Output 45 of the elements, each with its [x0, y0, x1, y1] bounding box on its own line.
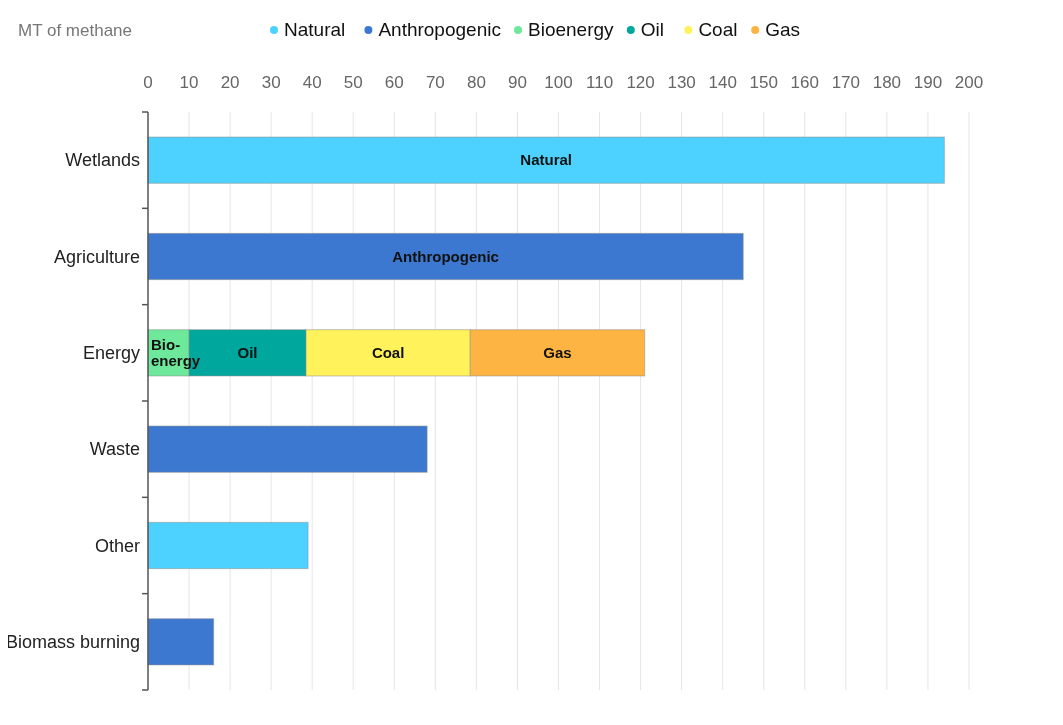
x-tick-label: 170	[831, 73, 861, 92]
bar	[147, 618, 215, 666]
x-tick-label: 130	[667, 73, 696, 92]
legend-label: Anthropogenic	[378, 19, 501, 40]
annotation: Natural	[520, 151, 573, 169]
x-tick-label: 160	[790, 73, 819, 92]
x-tick-label: 0	[143, 73, 153, 92]
x-tick-label: 90	[507, 73, 527, 92]
y-tick-label: Energy	[82, 342, 140, 363]
x-tick-label: 100	[544, 73, 573, 92]
y-tick-label: Waste	[89, 439, 140, 460]
x-tick-label: 200	[954, 73, 984, 92]
x-tick-label: 190	[913, 73, 943, 92]
y-tick-label: Other	[94, 535, 140, 556]
bar	[147, 136, 945, 184]
x-tick-label: 80	[466, 73, 486, 92]
x-tick-label: 50	[343, 73, 363, 92]
legend-label: Bioenergy	[528, 19, 615, 40]
bar	[147, 521, 309, 570]
x-tick-label: 60	[384, 73, 404, 92]
y-tick-label: Wetlands	[65, 150, 140, 171]
x-tick-label: 110	[586, 73, 614, 92]
y-tick-label: Agriculture	[53, 246, 140, 267]
legend-label: Coal	[698, 19, 738, 40]
legend-label: Natural	[284, 19, 346, 40]
annotation: Oil	[237, 343, 258, 361]
x-tick-label: 150	[749, 73, 778, 92]
bar	[147, 232, 744, 281]
x-axis-title: MT of methane	[18, 21, 133, 40]
bar	[147, 425, 428, 473]
x-tick-label: 180	[872, 73, 902, 92]
x-tick-label: 10	[179, 73, 199, 92]
annotation: Coal	[371, 343, 405, 361]
legend-label: Oil	[640, 19, 665, 40]
x-tick-label: 120	[626, 73, 655, 92]
x-tick-label: 140	[708, 73, 737, 92]
x-tick-label: 40	[302, 73, 322, 92]
y-tick-label: Biomass burning	[5, 631, 140, 652]
annotation: Anthropogenic	[392, 247, 499, 265]
x-tick-label: 70	[425, 73, 445, 92]
x-tick-label: 20	[220, 73, 240, 92]
x-tick-label: 30	[261, 73, 281, 92]
annotation: Gas	[543, 343, 572, 361]
legend-label: Gas	[765, 19, 801, 40]
annotation: Bio-energy	[151, 335, 201, 369]
